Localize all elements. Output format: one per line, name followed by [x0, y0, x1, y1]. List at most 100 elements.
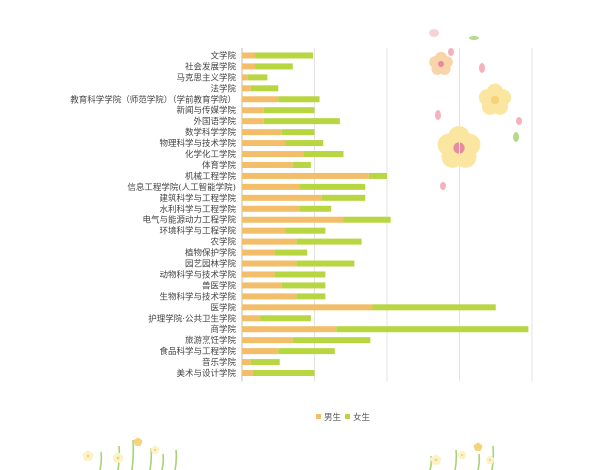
- grass-icon: [99, 451, 103, 470]
- category-label: 马克思主义学院: [176, 72, 236, 83]
- bar-male: [242, 370, 253, 377]
- category-labels: 文学院社会发展学院马克思主义学院法学院教育科学学院（师范学院）（学前教育学院）新…: [70, 50, 236, 379]
- category-label: 文学院: [210, 50, 236, 61]
- bar-male: [242, 359, 251, 366]
- bar-female: [300, 183, 366, 190]
- bar-male: [242, 140, 286, 147]
- category-label: 信息工程学院(人工智能学院): [127, 182, 236, 193]
- category-label: 兽医学院: [202, 280, 237, 291]
- bar-female: [296, 293, 326, 300]
- category-label: 数学科学学院: [185, 127, 237, 138]
- category-label: 建筑科学与工程学院: [159, 193, 236, 204]
- bar-male: [242, 52, 256, 59]
- grass-icon: [161, 453, 165, 470]
- category-label: 医学院: [210, 302, 236, 313]
- category-label: 旅游烹饪学院: [185, 335, 237, 346]
- petal-icon: [516, 117, 522, 125]
- grass-icon: [149, 447, 153, 470]
- petal-icon: [440, 182, 446, 190]
- bar-female: [247, 74, 268, 81]
- bar-male: [242, 293, 297, 300]
- bar-male: [242, 118, 264, 125]
- bar-male: [242, 183, 300, 190]
- category-label: 农学院: [210, 237, 236, 248]
- bar-female: [300, 205, 332, 212]
- bar-female: [296, 260, 355, 267]
- category-label: 食品科学与工程学院: [159, 346, 236, 357]
- bar-female: [263, 118, 340, 125]
- petal-icon: [429, 29, 439, 37]
- bar-male: [242, 315, 261, 322]
- bar-female: [292, 161, 311, 168]
- bar-female: [292, 337, 371, 344]
- category-label: 动物科学与技术学院: [159, 269, 236, 280]
- petal-icon: [479, 63, 485, 73]
- bar-female: [372, 304, 496, 311]
- bar-female: [255, 52, 314, 59]
- bar-male: [242, 205, 300, 212]
- small-flower-icon: [457, 450, 467, 459]
- bar-male: [242, 227, 286, 234]
- small-flower-icon: [133, 437, 143, 446]
- grass-icon: [174, 449, 178, 470]
- bar-male: [242, 260, 297, 267]
- small-flower-icon: [112, 452, 124, 463]
- bar-male: [242, 216, 344, 223]
- bar-female: [368, 172, 387, 179]
- flower-icon: [429, 51, 453, 75]
- bar-female: [336, 326, 529, 333]
- bar-male: [242, 194, 322, 201]
- small-flower-icon: [485, 455, 495, 464]
- gridlines: [314, 48, 533, 382]
- bar-male: [242, 107, 264, 114]
- petal-icon: [435, 110, 441, 120]
- petal-icon: [513, 132, 519, 142]
- bar-male: [242, 151, 304, 158]
- bar-male: [242, 129, 282, 136]
- bar-female: [296, 238, 362, 245]
- bar-female: [281, 129, 315, 136]
- bar-female: [343, 216, 391, 223]
- legend-label-female: 女生: [353, 412, 371, 423]
- category-label: 化学化工学院: [185, 149, 237, 160]
- petal-icon: [469, 36, 479, 40]
- category-label: 商学院: [210, 324, 236, 335]
- category-label: 环境科学与工程学院: [159, 226, 236, 237]
- bar-female: [263, 107, 315, 114]
- category-label: 植物保护学院: [185, 248, 237, 259]
- bar-female: [281, 282, 326, 289]
- category-label: 美术与设计学院: [176, 368, 236, 379]
- category-label: 园艺园林学院: [185, 259, 237, 270]
- bar-female: [274, 271, 326, 278]
- bars: [242, 52, 529, 377]
- small-flower-icon: [150, 445, 160, 454]
- bar-male: [242, 63, 256, 70]
- bar-female: [250, 359, 280, 366]
- small-flower-icon: [82, 450, 94, 461]
- category-label: 生物科学与技术学院: [159, 291, 236, 302]
- category-label: 水利科学与工程学院: [159, 204, 236, 215]
- category-label: 音乐学院: [202, 357, 237, 368]
- bar-male: [242, 96, 279, 103]
- bar-male: [242, 304, 373, 311]
- legend-swatch-female: [345, 414, 350, 419]
- bar-male: [242, 348, 279, 355]
- small-flower-icon: [473, 442, 483, 451]
- legend-label-male: 男生: [324, 412, 342, 423]
- small-flower-icon: [430, 454, 442, 465]
- bar-female: [303, 151, 344, 158]
- legend: 男生 女生: [316, 412, 371, 423]
- bar-female: [250, 85, 279, 92]
- petal-icon: [448, 48, 454, 56]
- bar-female: [278, 96, 320, 103]
- bar-male: [242, 238, 297, 245]
- bar-female: [255, 63, 293, 70]
- category-label: 社会发展学院: [185, 61, 237, 72]
- bar-male: [242, 326, 337, 333]
- bar-male: [242, 337, 293, 344]
- bar-male: [242, 85, 251, 92]
- category-label: 教育科学学院（师范学院）（学前教育学院）: [70, 94, 236, 105]
- grass-icon: [454, 449, 458, 470]
- grass-icon: [429, 455, 433, 470]
